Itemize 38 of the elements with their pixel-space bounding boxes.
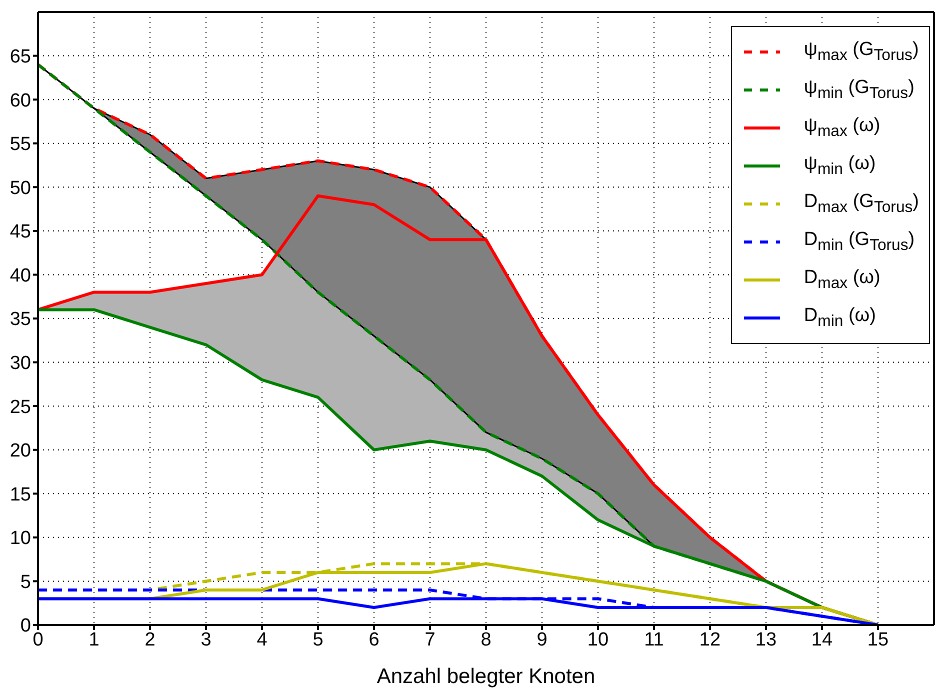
x-tick-label: 14: [811, 629, 833, 650]
y-tick-label: 15: [10, 484, 31, 506]
legend-label: ψ$_{max}$ (G$_{Torus}$): [804, 39, 919, 65]
x-tick-label: 8: [480, 629, 492, 650]
legend-label: D$_{min}$ (ω): [804, 305, 876, 331]
x-tick-label: 10: [587, 629, 609, 650]
legend-label: D$_{max}$ (G$_{Torus}$): [804, 191, 919, 217]
x-tick-label: 12: [699, 629, 721, 650]
y-tick-label: 5: [20, 572, 31, 593]
y-tick-label: 40: [10, 265, 31, 286]
x-tick-label: 6: [368, 629, 380, 650]
legend-label: ψ$_{min}$ (G$_{Torus}$): [804, 77, 914, 103]
y-tick-label: 65: [10, 46, 31, 68]
x-tick-label: 3: [200, 629, 212, 650]
y-tick-label: 35: [10, 309, 31, 330]
x-tick-label: 2: [144, 629, 156, 650]
y-tick-label: 45: [10, 222, 31, 243]
x-tick-label: 13: [755, 629, 777, 650]
x-tick-label: 1: [88, 629, 100, 650]
legend-label: D$_{min}$ (G$_{Torus}$): [804, 229, 915, 255]
legend-label: ψ$_{max}$ (ω): [804, 115, 880, 141]
x-tick-label: 5: [312, 629, 324, 650]
x-tick-label: 4: [256, 629, 268, 650]
y-tick-label: 60: [10, 90, 31, 112]
x-tick-label: 15: [867, 629, 889, 650]
x-tick-label: 9: [536, 629, 548, 650]
y-tick-label: 30: [10, 353, 31, 374]
legend-label: D$_{max}$ (ω): [804, 267, 880, 293]
y-tick-label: 25: [10, 396, 31, 418]
y-tick-label: 10: [10, 528, 31, 550]
y-tick-label: 50: [10, 178, 31, 199]
legend-label: ψ$_{min}$ (ω): [804, 153, 876, 179]
x-tick-label: 11: [644, 629, 664, 650]
y-tick-label: 0: [20, 616, 31, 637]
x-axis-title: Anzahl belegter Knoten: [376, 665, 596, 688]
x-tick-label: 7: [424, 629, 436, 650]
y-tick-label: 20: [10, 440, 31, 462]
y-tick-label: 55: [10, 134, 31, 156]
